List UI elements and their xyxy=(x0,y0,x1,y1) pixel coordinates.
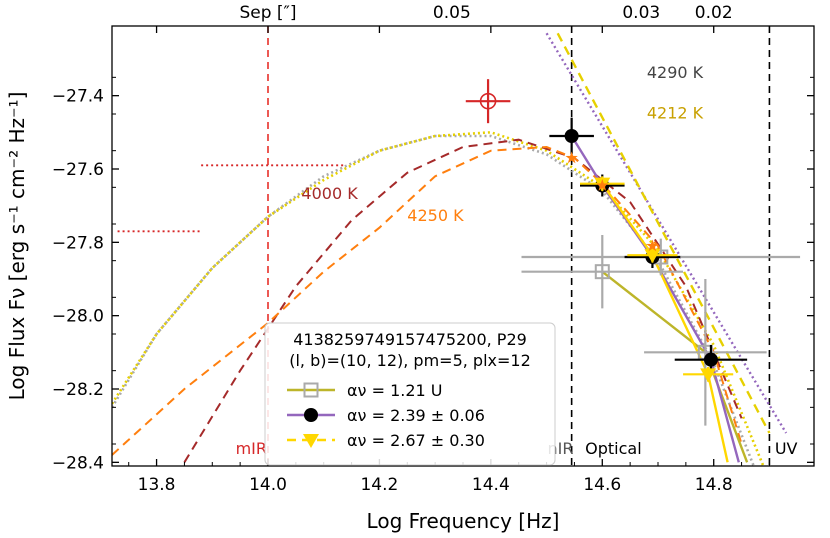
top-axis-label: 0.03 xyxy=(622,3,660,23)
legend-entry: αν = 2.67 ± 0.30 xyxy=(287,431,485,450)
point-marker xyxy=(565,151,578,164)
x-tick-label: 14.0 xyxy=(249,475,287,495)
legend-label: αν = 2.67 ± 0.30 xyxy=(347,431,485,450)
top-axis-label: 0.05 xyxy=(433,3,471,23)
y-tick-label: −28.4 xyxy=(52,453,104,473)
blackbody-curve xyxy=(112,145,743,456)
temperature-label: 4000 K xyxy=(301,184,358,203)
blackbody-curve xyxy=(183,138,743,463)
point-marker xyxy=(594,264,610,280)
top-axis-label: 0.02 xyxy=(695,3,733,23)
y-tick-label: −27.4 xyxy=(52,87,104,107)
power-law-line xyxy=(545,32,788,434)
legend: 4138259749157475200, P29 (l, b)=(10, 12),… xyxy=(264,322,556,466)
point-marker xyxy=(596,179,609,191)
y-tick-label: −28.0 xyxy=(52,307,104,327)
point-marker xyxy=(700,368,717,383)
point-marker xyxy=(646,239,659,252)
legend-title-line: (l, b)=(10, 12), pm=5, plx=12 xyxy=(289,351,531,370)
power-law-line xyxy=(556,32,771,434)
region-label: Optical xyxy=(585,439,642,458)
data-point-orange xyxy=(596,179,609,191)
legend-title-line: 4138259749157475200, P29 xyxy=(293,330,527,349)
point-marker xyxy=(644,249,661,264)
top-axis-label: Sep [″] xyxy=(239,3,296,23)
series-connector-line xyxy=(601,183,729,463)
axes: 13.8 14.0 14.2 14.4 14.6 14.8 −27.4 −27.6 −27.8 −… xyxy=(5,3,814,533)
y-tick-label: −28.2 xyxy=(52,380,104,400)
legend-label: αν = 2.39 ± 0.06 xyxy=(347,406,485,425)
data-point-black xyxy=(549,117,594,155)
point-marker xyxy=(564,129,579,143)
legend-marker xyxy=(303,382,319,398)
legend-entry: αν = 1.21 U xyxy=(287,381,442,400)
y-tick-label: −27.6 xyxy=(52,160,104,180)
legend-marker xyxy=(303,434,319,448)
temperature-label: 4290 K xyxy=(647,63,704,82)
point-marker-ring xyxy=(479,92,497,110)
y-tick-label: −27.8 xyxy=(52,233,104,253)
point-marker xyxy=(479,92,497,110)
x-tick-label: 13.8 xyxy=(138,475,176,495)
temperature-label: 4212 K xyxy=(647,104,704,123)
x-tick-label: 14.8 xyxy=(695,475,733,495)
temperature-label: 4250 K xyxy=(407,206,464,225)
region-label: mIR xyxy=(236,439,267,458)
data-point-U xyxy=(644,279,767,426)
point-marker xyxy=(703,352,718,367)
legend-label: αν = 1.21 U xyxy=(347,381,442,400)
data-point-black xyxy=(674,345,748,375)
data-point-orange xyxy=(565,151,578,164)
region-label: UV xyxy=(775,439,798,458)
data-point-outlier xyxy=(465,79,511,124)
legend-entry: αν = 2.39 ± 0.06 xyxy=(287,406,485,425)
data-point-U xyxy=(521,235,684,309)
legend-marker xyxy=(304,408,318,422)
x-tick-label: 14.4 xyxy=(472,475,510,495)
data-point-yellow xyxy=(683,367,734,383)
data-point-yellow xyxy=(627,247,678,264)
x-axis-label: Log Frequency [Hz] xyxy=(367,509,560,533)
legend-box xyxy=(264,322,556,466)
y-axis-label: Log Flux Fν [erg s⁻¹ cm⁻² Hz⁻¹] xyxy=(5,92,29,401)
x-tick-label: 14.6 xyxy=(583,475,621,495)
x-tick-label: 14.2 xyxy=(360,475,398,495)
data-point-orange xyxy=(646,239,659,252)
